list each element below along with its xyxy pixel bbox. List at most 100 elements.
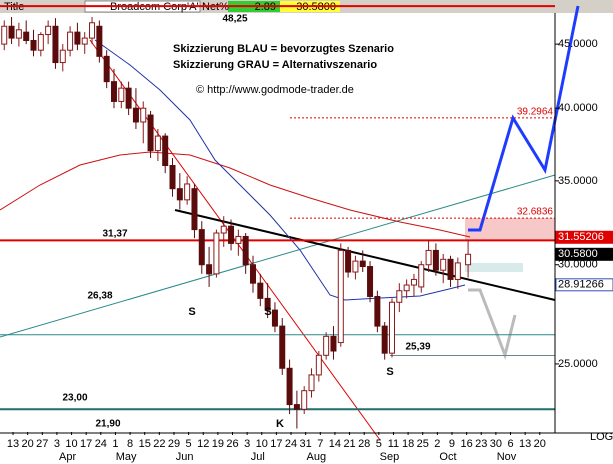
month-label: May xyxy=(116,451,137,463)
candle-body xyxy=(96,25,103,57)
scale-label: LOG xyxy=(590,431,613,443)
x-tick-label: 6 xyxy=(507,438,513,450)
x-tick-label: 14 xyxy=(329,438,341,450)
price-marker-label: 28.91266 xyxy=(558,279,604,291)
candle-body xyxy=(323,335,330,356)
level-label: 48,25 xyxy=(222,14,247,25)
x-tick-label: 12 xyxy=(197,438,209,450)
x-tick-label: 10 xyxy=(256,438,268,450)
price-marker-label: 31.55206 xyxy=(558,231,604,243)
candle-body xyxy=(67,31,74,51)
level-label: 26,38 xyxy=(87,291,112,302)
target-label: 39.2964 xyxy=(517,106,554,117)
candle-body xyxy=(23,31,30,41)
month-label: Oct xyxy=(439,451,456,463)
candle-body xyxy=(249,264,256,284)
annotation: S xyxy=(188,306,195,318)
x-tick-label: 11 xyxy=(388,438,399,450)
candle-body xyxy=(374,295,381,327)
level-label: 31,37 xyxy=(102,229,127,240)
trend-line xyxy=(0,174,556,338)
month-label: Jun xyxy=(176,451,194,463)
candle-body xyxy=(30,39,37,51)
price-marker-label: 30.5800 xyxy=(558,248,598,260)
candle-body xyxy=(242,235,249,266)
x-tick-label: 1 xyxy=(112,438,118,450)
x-tick-label: 8 xyxy=(127,438,133,450)
candle-body xyxy=(271,309,278,327)
candle-body xyxy=(1,25,8,45)
candle-body xyxy=(315,354,322,376)
candle-body xyxy=(301,390,308,410)
candle-body xyxy=(228,225,235,244)
x-tick-label: 3 xyxy=(244,438,250,450)
candle-body xyxy=(403,284,410,292)
annotation: S xyxy=(264,306,271,318)
target-label: 32.6836 xyxy=(517,207,554,218)
x-tick-label: 25 xyxy=(417,438,429,450)
candle-body xyxy=(162,135,169,167)
candle-body xyxy=(140,107,147,123)
candle-body xyxy=(345,249,352,273)
x-tick-label: 9 xyxy=(449,438,455,450)
candle-body xyxy=(330,335,337,352)
candle-body xyxy=(447,258,454,280)
x-tick-label: 26 xyxy=(226,438,238,450)
month-label: Apr xyxy=(59,451,76,463)
y-tick-label: 30.0000 xyxy=(558,259,598,271)
x-tick-label: 30 xyxy=(490,438,502,450)
candle-body xyxy=(147,114,154,152)
x-tick-label: 13 xyxy=(7,438,19,450)
candle-body xyxy=(235,235,242,244)
note: Skizzierung GRAU = Alternativszenario xyxy=(173,59,377,71)
x-tick-label: 13 xyxy=(519,438,531,450)
y-tick-label: 25.0000 xyxy=(558,358,598,370)
candle-body xyxy=(440,258,447,271)
moving-average xyxy=(94,39,466,301)
candle-body xyxy=(388,301,395,354)
x-tick-label: 24 xyxy=(95,438,107,450)
candle-body xyxy=(154,135,161,152)
candle-body xyxy=(45,25,52,36)
candle-body xyxy=(425,249,432,266)
trend-line xyxy=(174,209,556,301)
price-marker xyxy=(555,247,613,261)
target-zone xyxy=(465,218,555,240)
candle-body xyxy=(59,49,66,64)
candle-body xyxy=(396,290,403,303)
x-tick-label: 18 xyxy=(402,438,414,450)
month-label: Aug xyxy=(307,451,327,463)
candle-body xyxy=(52,25,59,64)
x-tick-label: 3 xyxy=(54,438,60,450)
scenario-blue xyxy=(468,5,580,232)
x-tick-label: 19 xyxy=(212,438,224,450)
level-label: 25,39 xyxy=(405,342,430,353)
candle-body xyxy=(220,225,227,234)
x-tick-label: 29 xyxy=(168,438,180,450)
candle-body xyxy=(110,81,117,102)
month-label: Jul xyxy=(251,451,265,463)
candle-body xyxy=(125,87,132,109)
candle-body xyxy=(132,107,139,123)
candle-body xyxy=(37,34,44,51)
x-tick-label: 15 xyxy=(139,438,151,450)
candle-body xyxy=(359,260,366,268)
x-tick-label: 23 xyxy=(475,438,487,450)
candle-body xyxy=(410,278,417,286)
candle-body xyxy=(213,232,220,275)
x-tick-label: 20 xyxy=(534,438,546,450)
x-tick-label: 17 xyxy=(80,438,92,450)
candle-body xyxy=(89,22,96,39)
candle-body xyxy=(169,165,176,190)
x-tick-label: 21 xyxy=(343,438,355,450)
price-marker xyxy=(555,230,613,244)
candle-body xyxy=(279,325,286,369)
y-tick-label: 45.0000 xyxy=(558,38,598,50)
candle-body xyxy=(191,188,198,231)
candle-body xyxy=(418,264,425,288)
month-label: Sep xyxy=(380,451,400,463)
x-tick-label: 10 xyxy=(65,438,77,450)
x-tick-label: 2 xyxy=(434,438,440,450)
candle-body xyxy=(198,229,205,266)
month-label: Nov xyxy=(497,451,517,463)
